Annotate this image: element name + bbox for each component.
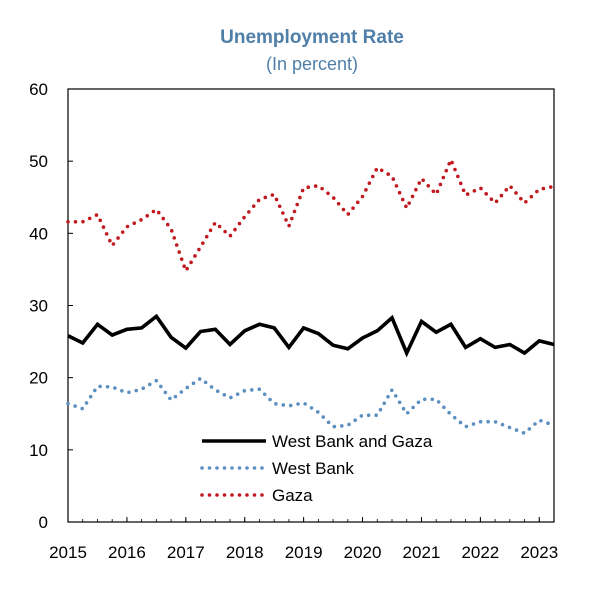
series-line-gaza xyxy=(66,155,556,276)
legend: West Bank and Gaza West Bank Gaza xyxy=(200,432,433,505)
x-tick-label: 2022 xyxy=(461,543,499,562)
series-line-west-bank xyxy=(66,376,556,436)
x-tick-label: 2018 xyxy=(226,543,264,562)
y-tick-label: 0 xyxy=(39,513,48,532)
x-tick-label: 2021 xyxy=(403,543,441,562)
legend-label: West Bank xyxy=(272,459,354,478)
x-tick-label: 2015 xyxy=(49,543,87,562)
x-tick-label: 2019 xyxy=(285,543,323,562)
legend-label: West Bank and Gaza xyxy=(272,432,433,451)
y-tick-label: 10 xyxy=(29,441,48,460)
x-tick-label: 2020 xyxy=(344,543,382,562)
x-tick-label: 2023 xyxy=(520,543,558,562)
plot-area xyxy=(67,88,555,523)
series-lines xyxy=(66,155,556,436)
y-tick-label: 20 xyxy=(29,369,48,388)
chart-title: Unemployment Rate xyxy=(220,27,404,48)
series-line-west-bank-and-gaza xyxy=(67,313,555,358)
x-tick-label: 2016 xyxy=(108,543,146,562)
y-tick-label: 30 xyxy=(29,297,48,316)
chart-subtitle: (In percent) xyxy=(265,54,359,74)
y-tick-label: 50 xyxy=(29,152,48,171)
y-axis: 0 10 20 30 40 50 60 xyxy=(29,80,73,532)
y-tick-label: 40 xyxy=(29,224,48,243)
x-tick-label: 2017 xyxy=(167,543,205,562)
legend-label: Gaza xyxy=(272,486,313,505)
y-tick-label: 60 xyxy=(29,80,48,99)
x-axis: 2015 2016 2017 2018 2019 2020 2021 2022 2023 xyxy=(49,517,558,562)
